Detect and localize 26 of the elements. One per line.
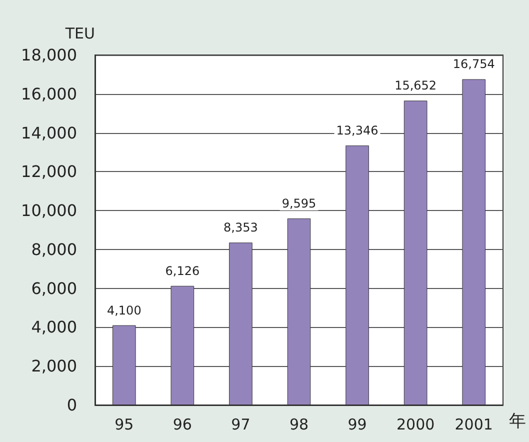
x-tick-label: 97 — [231, 416, 250, 434]
data-label: 8,353 — [224, 220, 258, 235]
data-label: 4,100 — [106, 303, 142, 318]
y-tick-label: 16,000 — [21, 84, 77, 104]
y-tick-label: 2,000 — [31, 356, 77, 376]
x-tick-label: 99 — [348, 416, 367, 434]
x-tick-label: 2001 — [454, 416, 493, 434]
x-tick-label: 96 — [172, 416, 192, 434]
data-label: 6,126 — [165, 264, 200, 278]
x-tick-label: 98 — [289, 416, 309, 434]
y-tick-label: 12,000 — [21, 162, 77, 182]
y-tick-label: 6,000 — [31, 278, 77, 298]
x-tick-label: 95 — [114, 416, 134, 434]
data-label: 9,595 — [282, 196, 316, 210]
y-tick-label: 8,000 — [31, 240, 77, 259]
data-label: 15,652 — [394, 78, 437, 93]
y-tick-label: 10,000 — [21, 201, 77, 220]
y-tick-label: 18,000 — [21, 46, 77, 64]
y-tick-label: 0 — [66, 396, 77, 414]
y-tick-label: 4,000 — [31, 318, 77, 337]
y-tick-label: 14,000 — [21, 123, 77, 142]
x-tick-label: 2000 — [396, 416, 435, 434]
y-axis-title: TEU — [64, 24, 95, 42]
data-label: 13,346 — [336, 123, 378, 138]
data-label: 16,754 — [452, 57, 495, 72]
x-axis-title: 年 — [509, 412, 526, 432]
